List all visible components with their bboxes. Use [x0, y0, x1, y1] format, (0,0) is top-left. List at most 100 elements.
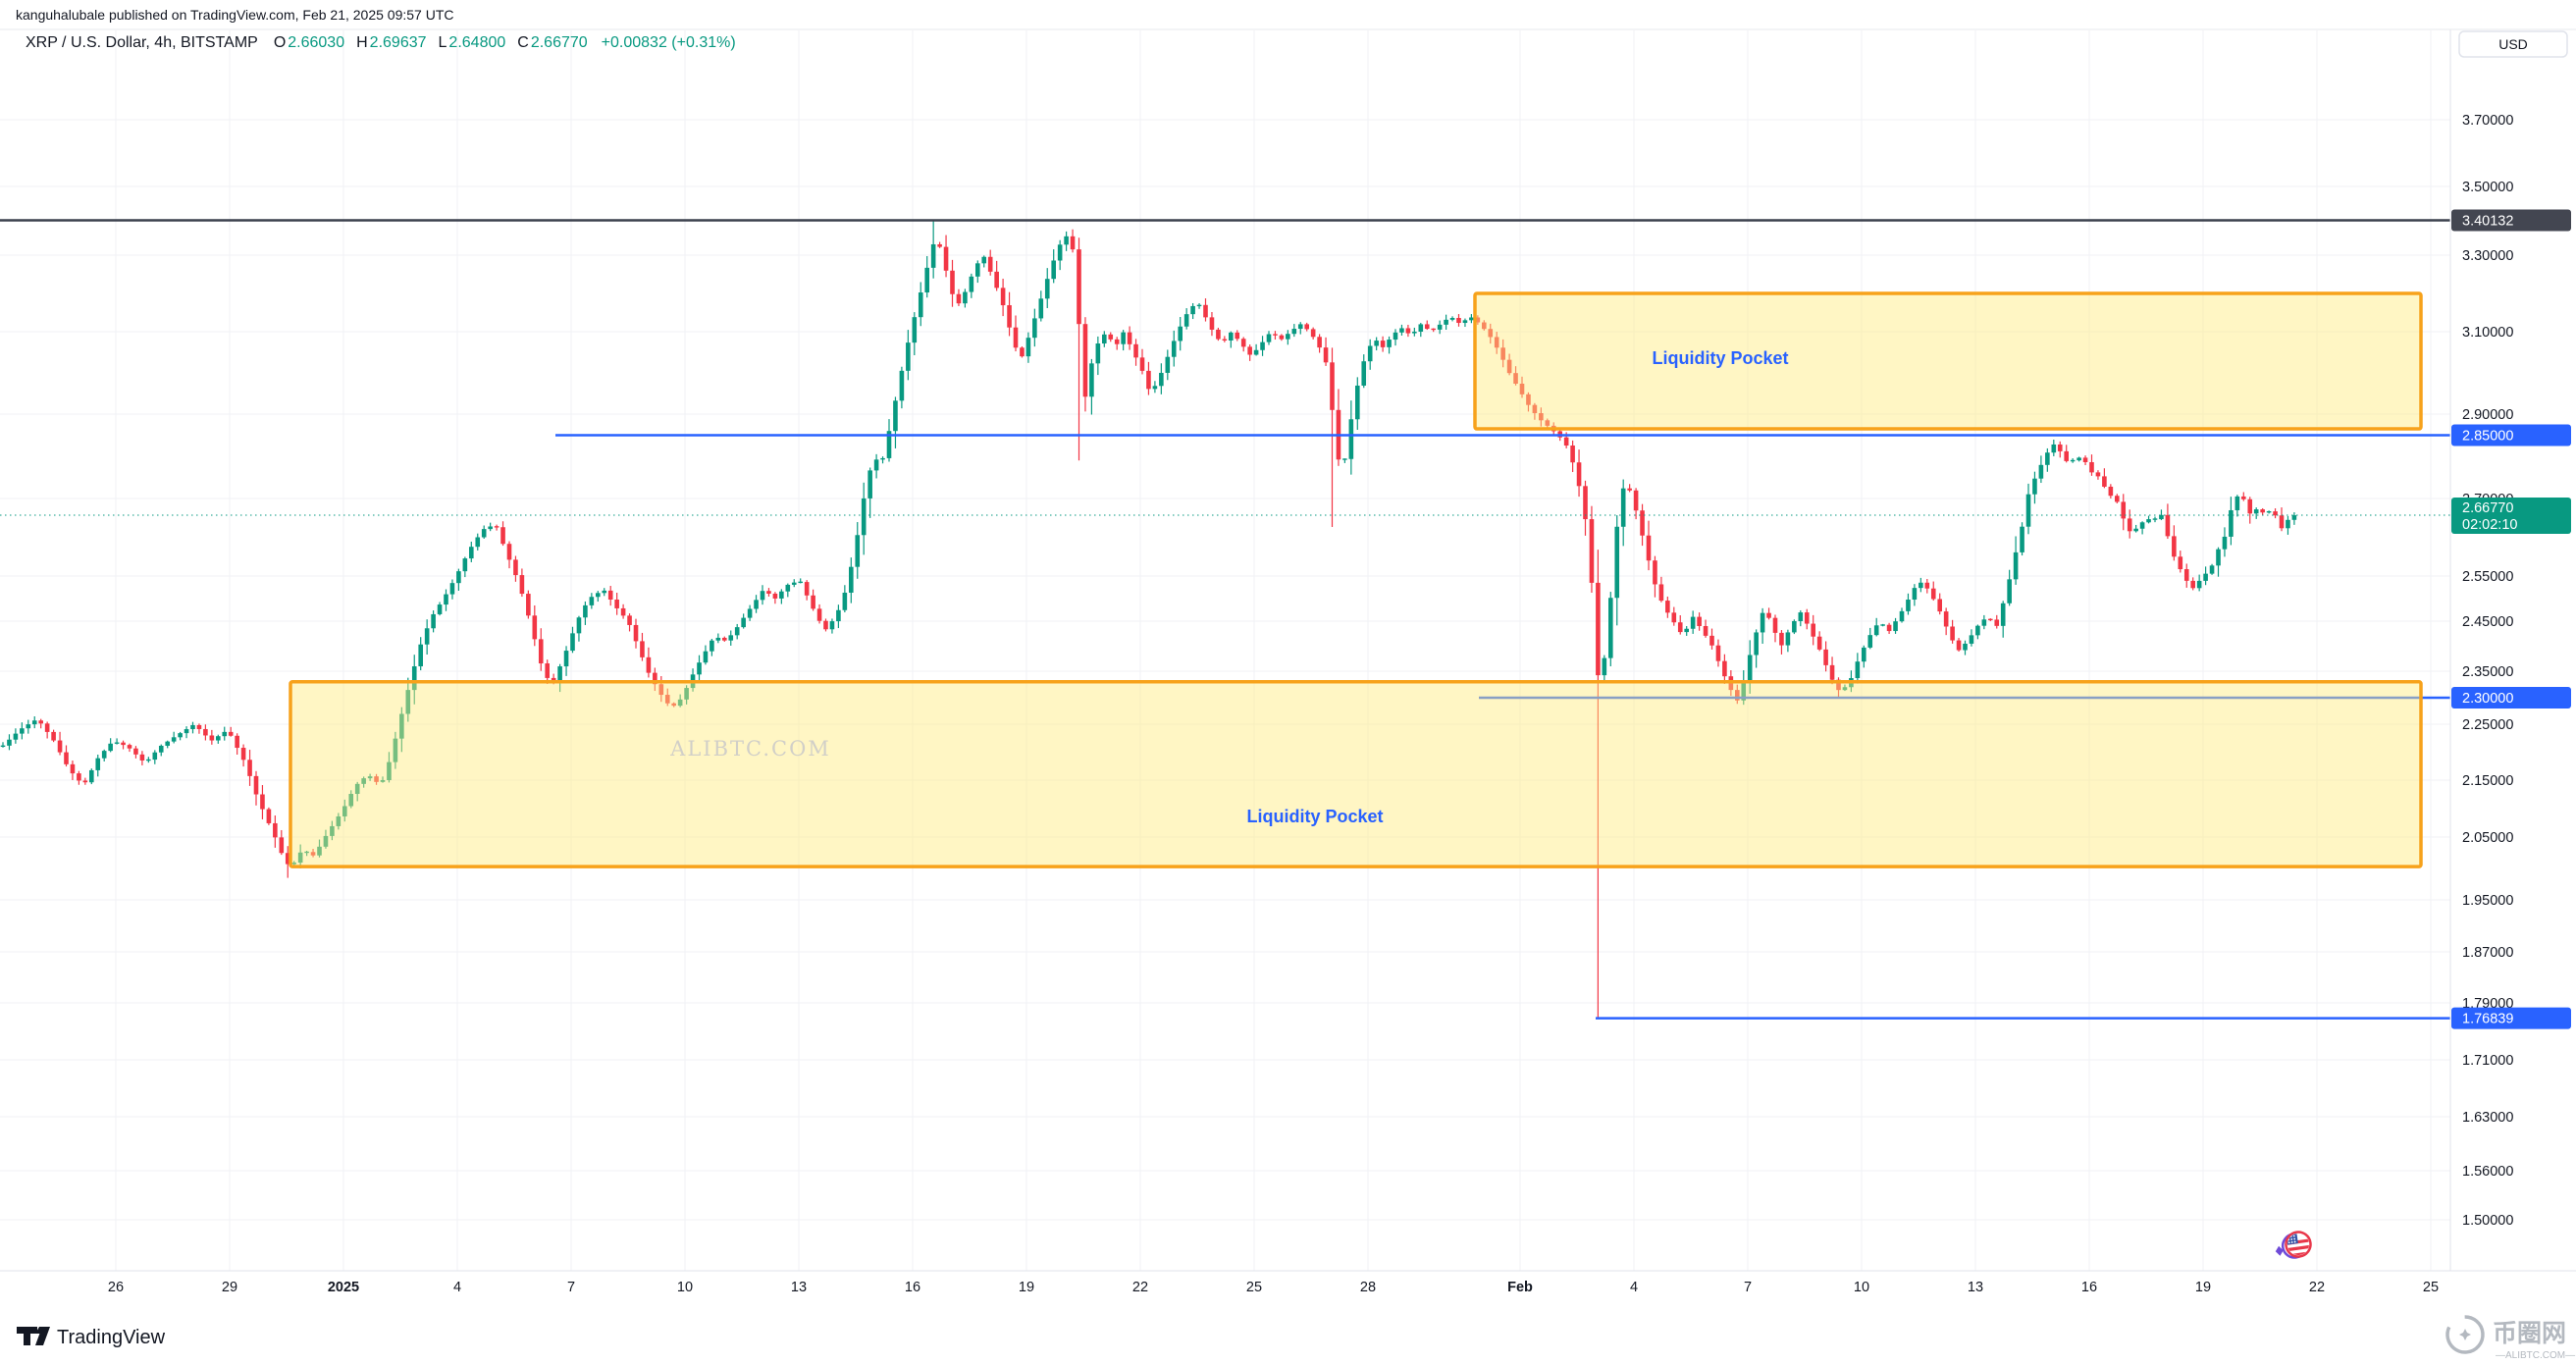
price-tick-label: 3.10000 [2462, 325, 2513, 341]
candle-body [747, 608, 753, 618]
currency-button[interactable]: USD [2458, 30, 2568, 58]
candle-body [2032, 478, 2037, 495]
candle-body [1139, 357, 1145, 371]
candle-body [273, 822, 278, 838]
candle-body [2000, 603, 2006, 626]
candle-body [247, 760, 252, 776]
candle-body [488, 526, 493, 530]
price-tick-label: 1.50000 [2462, 1213, 2513, 1229]
candle-body [1589, 519, 1595, 583]
price-axis-labels: 3.700003.500003.300003.100002.900002.700… [2462, 113, 2513, 1229]
candle-body [361, 778, 366, 784]
candle-body [216, 736, 221, 741]
candle-body [1057, 244, 1063, 261]
publication-bar [0, 0, 2576, 29]
price-tick-label: 1.95000 [2462, 893, 2513, 909]
time-tick-label: 25 [2423, 1280, 2439, 1295]
candle-body [1171, 341, 1177, 357]
candle-body [1899, 610, 1905, 622]
candle-body [1576, 462, 1582, 487]
candle-body [1722, 660, 1727, 677]
candle-body [823, 620, 828, 630]
candle-body [677, 699, 683, 707]
candle-body [1146, 370, 1151, 390]
candle-body [1000, 288, 1006, 306]
candle-body [462, 558, 468, 572]
candle-body [1766, 612, 1771, 618]
candle-body [500, 527, 505, 545]
candle-body [165, 741, 170, 746]
candle-body [1190, 305, 1195, 315]
price-axis-pane[interactable] [2450, 29, 2576, 1300]
candle-body [456, 571, 461, 584]
candle-body [1614, 526, 1620, 599]
price-tick-label: 2.90000 [2462, 407, 2513, 423]
candle-body [393, 738, 398, 762]
candle-body [1690, 616, 1696, 629]
candle-body [51, 731, 56, 741]
candle-body [1082, 324, 1088, 397]
candle-body [2178, 556, 2183, 570]
corner-watermark: 币圈网 —ALIBTC.COM— [2445, 1315, 2575, 1361]
candle-body [2273, 511, 2278, 516]
candle-body [1583, 486, 1588, 520]
candle-body [1240, 339, 1246, 347]
candle-body [1183, 314, 1189, 327]
candle-body [703, 651, 709, 663]
candle-body [444, 594, 448, 605]
liquidity-pocket-box-1[interactable] [1473, 291, 2423, 431]
candle-body [2165, 514, 2171, 537]
tradingview-logo[interactable]: TradingView [17, 1327, 166, 1348]
liquidity-pocket-box-2[interactable] [289, 680, 2423, 868]
time-axis-pane[interactable] [0, 1271, 2576, 1300]
candle-body [152, 752, 158, 761]
candle-body [1886, 624, 1892, 632]
us-flag-event-icon[interactable] [2273, 1231, 2312, 1260]
candle-body [937, 243, 942, 247]
price-tick-label: 3.30000 [2462, 248, 2513, 264]
open-label: O [274, 34, 286, 51]
candle-body [880, 457, 885, 460]
candle-body [228, 731, 234, 736]
candle-body [1387, 340, 1392, 347]
candle-body [2222, 536, 2228, 550]
time-tick-label: 4 [1630, 1280, 1638, 1295]
candle-body [203, 728, 208, 736]
candle-body [551, 677, 556, 682]
candle-body [1545, 420, 1551, 426]
candle-body [2279, 515, 2285, 529]
candle-body [1785, 632, 1791, 646]
symbol-legend[interactable]: XRP / U.S. Dollar, 4h, BITSTAMP O 2.66030 H… [26, 34, 736, 51]
candle-body [798, 581, 803, 584]
candle-body [1418, 324, 1424, 332]
candle-body [2095, 472, 2101, 477]
candle-body [323, 835, 329, 847]
candle-body [664, 695, 670, 704]
candle-body [1424, 324, 1430, 330]
tradingview-logo-icon-v [35, 1327, 50, 1345]
candle-body [658, 684, 664, 696]
candle-body [855, 535, 861, 567]
price-badge-2.85000: 2.85000 [2451, 424, 2571, 446]
price-badge-2.30000: 2.30000 [2451, 687, 2571, 709]
candle-body [1500, 347, 1505, 360]
candle-body [297, 852, 303, 864]
price-tick-label: 2.55000 [2462, 569, 2513, 585]
candle-body [842, 592, 848, 610]
price-badge-bg [2451, 424, 2571, 446]
last-price-countdown: 02:02:10 [2462, 517, 2517, 533]
candle-body [354, 783, 360, 795]
candle-body [1747, 655, 1753, 681]
candle-body [1494, 337, 1499, 348]
candle-body [196, 724, 202, 729]
candle-body [614, 599, 619, 608]
price-tick-label: 2.05000 [2462, 830, 2513, 846]
candle-body [1633, 490, 1639, 511]
candle-body [1596, 582, 1601, 676]
close-value: 2.66770 [531, 34, 588, 51]
candle-body [1051, 260, 1056, 280]
candle-body [1064, 236, 1069, 245]
candle-body [545, 663, 550, 678]
liquidity-pocket-label-1: Liquidity Pocket [1652, 348, 1788, 368]
